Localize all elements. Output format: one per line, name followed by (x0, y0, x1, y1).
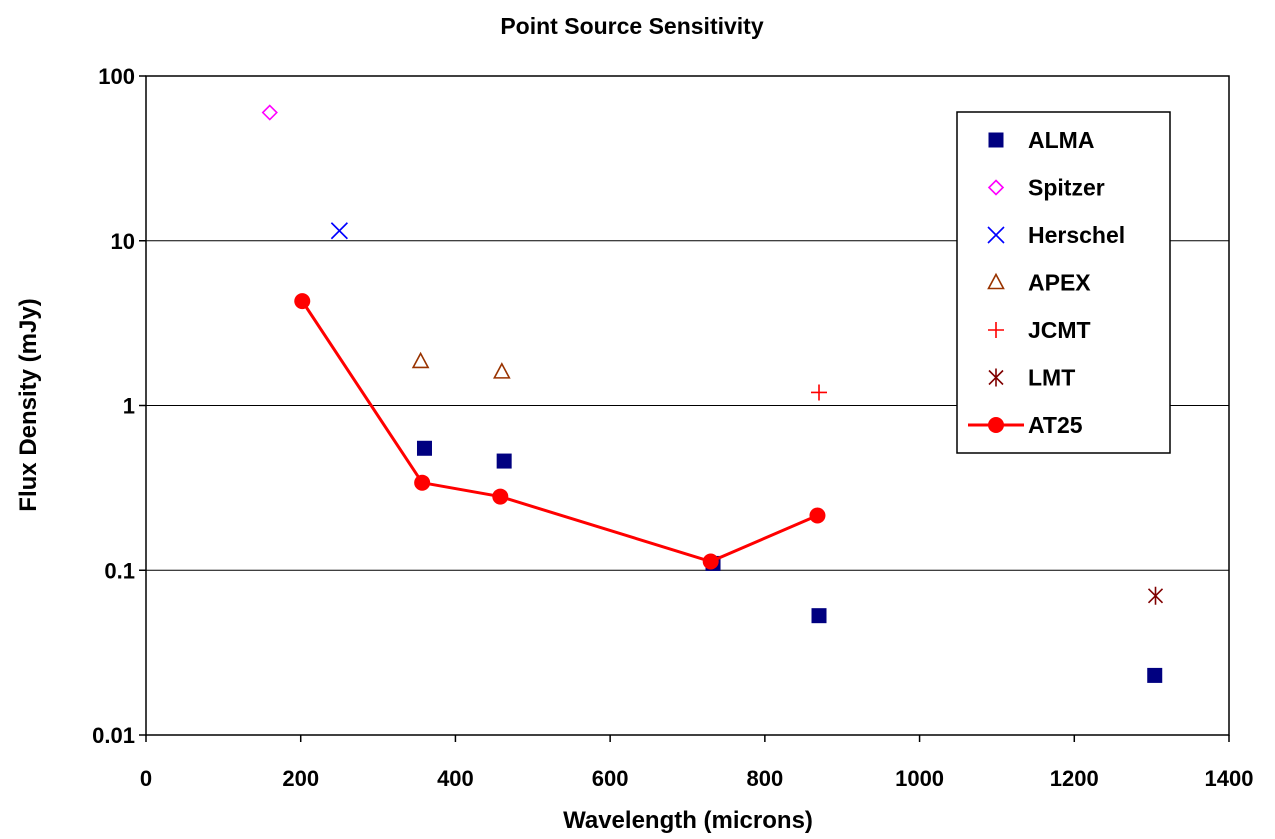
legend-items: ALMA Spitzer Herschel APEX JCMT LMT AT25 (968, 127, 1125, 438)
x-tick-label: 200 (282, 766, 319, 791)
data-point-at25 (809, 507, 826, 524)
legend-label: AT25 (1028, 412, 1083, 438)
y-tick-label: 0.1 (104, 558, 135, 583)
data-point-spitzer (261, 104, 278, 121)
y-axis-label: Flux Density (mJy) (15, 298, 42, 511)
legend-marker (987, 272, 1005, 290)
legend-item-herschel: Herschel (987, 222, 1125, 248)
data-point-alma (1147, 667, 1163, 683)
data-point-jcmt (811, 384, 828, 401)
legend-item-apex: APEX (987, 270, 1091, 296)
series-alma (416, 440, 1163, 683)
data-point-at25 (702, 553, 719, 570)
y-tick-label: 10 (111, 229, 135, 254)
data-point-alma (416, 440, 432, 456)
legend-item-jcmt: JCMT (988, 317, 1091, 343)
x-tick-label: 600 (592, 766, 629, 791)
legend-item-spitzer: Spitzer (987, 175, 1105, 201)
legend-label: JCMT (1028, 317, 1091, 343)
x-tick-label: 1000 (895, 766, 944, 791)
data-point-at25 (492, 488, 509, 505)
data-point-lmt (1147, 586, 1164, 605)
legend-marker (988, 417, 1004, 433)
series-line-at25 (301, 300, 819, 564)
legend-marker (988, 322, 1004, 338)
legend-marker (988, 368, 1004, 387)
y-axis: 0.01 0.1 1 10 100 (92, 64, 146, 748)
legend-item-at25: AT25 (968, 412, 1083, 438)
x-tick-label: 1400 (1205, 766, 1254, 791)
series-layer (261, 104, 1164, 683)
data-point-at25 (294, 293, 311, 310)
data-point-alma (496, 453, 512, 469)
legend-label: LMT (1028, 365, 1075, 391)
legend-label: APEX (1028, 270, 1091, 296)
legend-marker (987, 179, 1005, 196)
series-spitzer (261, 104, 278, 121)
legend-label: Herschel (1028, 222, 1125, 248)
y-tick-label: 1 (123, 394, 135, 419)
legend-marker (987, 226, 1005, 244)
legend-marker (988, 132, 1004, 148)
series-herschel (330, 222, 348, 240)
data-point-herschel (330, 222, 348, 240)
series-at25 (294, 293, 826, 570)
y-tick-label: 0.01 (92, 723, 135, 748)
legend-item-alma: ALMA (988, 127, 1094, 153)
legend-label: Spitzer (1028, 175, 1105, 201)
legend-item-lmt: LMT (988, 365, 1075, 391)
x-tick-label: 0 (140, 766, 152, 791)
series-apex (411, 351, 511, 379)
x-tick-label: 400 (437, 766, 474, 791)
chart-title: Point Source Sensitivity (500, 13, 763, 39)
data-point-alma (811, 608, 827, 624)
y-tick-label: 100 (98, 64, 135, 89)
series-lmt (1147, 586, 1164, 605)
x-tick-label: 800 (746, 766, 783, 791)
series-jcmt (811, 384, 828, 401)
x-axis-label: Wavelength (microns) (563, 807, 813, 834)
x-axis: 0 200 400 600 800 1000 1200 1400 (140, 735, 1254, 791)
data-point-at25 (414, 474, 431, 491)
x-tick-label: 1200 (1050, 766, 1099, 791)
legend-label: ALMA (1028, 127, 1094, 153)
data-point-apex (493, 362, 511, 379)
legend: ALMA Spitzer Herschel APEX JCMT LMT AT25 (956, 111, 1171, 454)
data-point-apex (411, 351, 430, 369)
